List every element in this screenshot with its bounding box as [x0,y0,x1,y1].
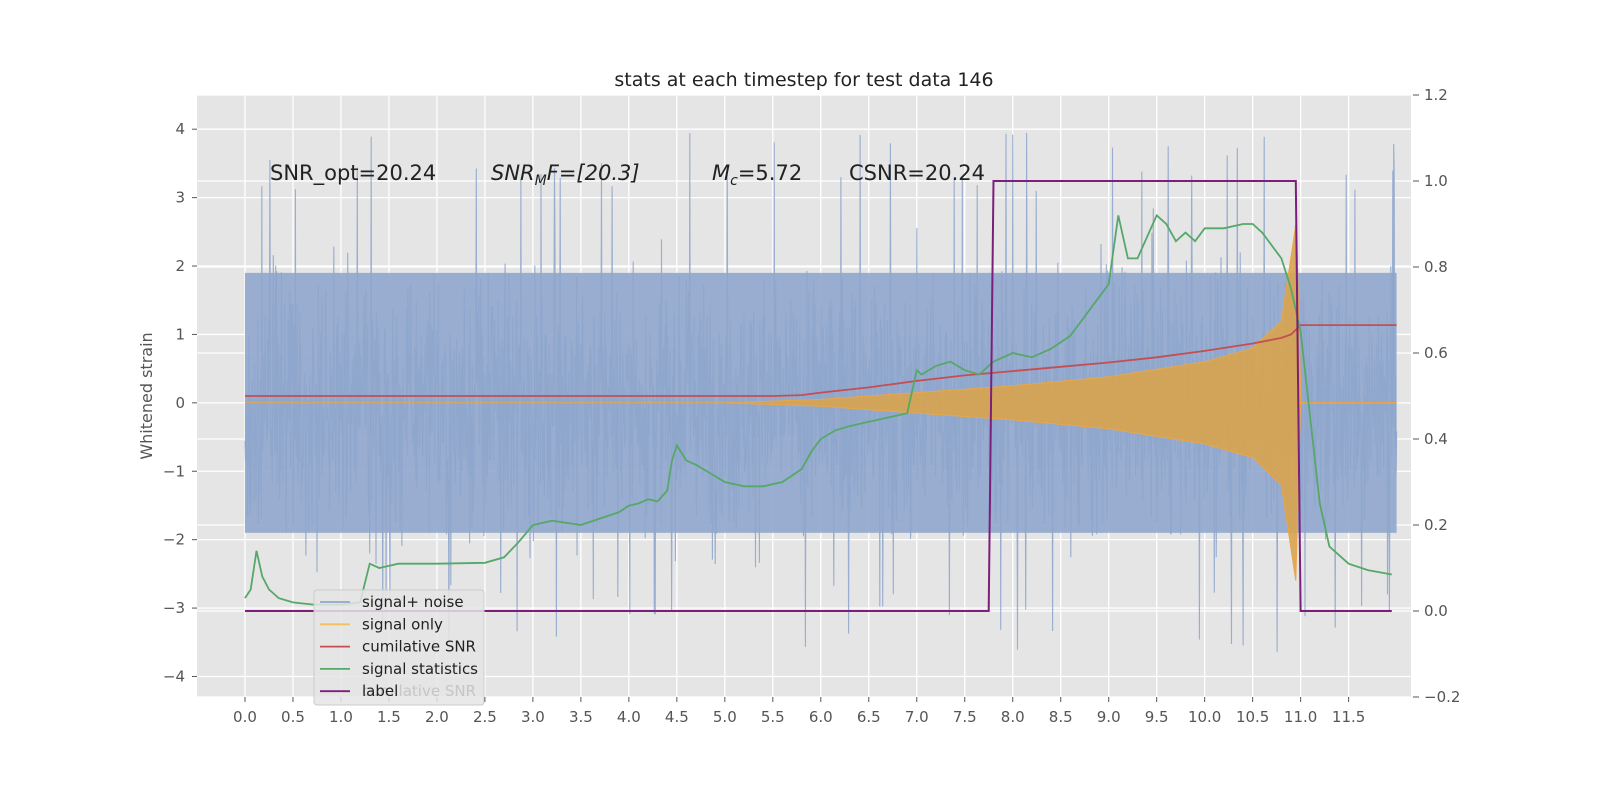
legend-label: cumilative SNR [362,638,476,656]
line-label [245,180,1392,612]
area-signal-only [245,224,1397,581]
annotation-mc: Mc=5.72 [712,161,802,189]
x-tick-label: 10.0 [1188,708,1221,726]
annotation-snr-mf-rest: F=[20.3] [547,161,640,185]
y-right-tick-label: 1.0 [1424,172,1448,190]
annotation-snr-mf: SNRMF=[20.3] [491,161,640,189]
legend-item-cumulative-snr: cumilative SNR [320,638,476,656]
x-tick-label: 6.0 [809,708,833,726]
x-tick-label: 9.0 [1097,708,1121,726]
legend-box [313,589,485,706]
legend-item-label: label [320,682,398,700]
y-tick-label: 4 [175,120,185,138]
annotation-mc-value: =5.72 [738,161,802,185]
x-tick-label: 0.0 [233,708,257,726]
annotations: SNR_opt=20.24 SNRMF=[20.3] Mc=5.72 CSNR=… [270,161,985,189]
y-tick-label: 3 [175,189,185,207]
annotation-mc-main: M [712,161,730,185]
annotation-snr-mf-main: SNR [491,161,535,185]
legend-entries: signal+ noise signal only cumilative SNR si… [320,593,478,700]
annotation-snr-opt: SNR_opt=20.24 [270,161,436,186]
x-tick-label: 8.0 [1001,708,1025,726]
y-tick-label: −3 [163,599,185,617]
y-tick-label: −4 [163,667,185,685]
legend-item-signal-noise: signal+ noise [320,593,464,611]
y-axis-label: Whitened strain [137,332,156,459]
x-tick-label: 9.5 [1145,708,1169,726]
y-tick-label: 0 [175,394,185,412]
y-tick-label: −1 [163,462,185,480]
x-tick-label: 10.5 [1236,708,1269,726]
legend-item-signal-only: signal only [320,615,443,633]
y-right-tick-label: 0.4 [1424,430,1448,448]
x-tick-label: 3.5 [569,708,593,726]
annotation-csnr: CSNR=20.24 [849,161,985,185]
x-tick-label: 5.0 [713,708,737,726]
x-tick-label: 8.5 [1049,708,1073,726]
y-right-tick-label: 0.6 [1424,344,1448,362]
x-tick-label: 11.0 [1284,708,1317,726]
y-right-tick-label: 0.8 [1424,258,1448,276]
x-tick-label: 3.0 [521,708,545,726]
x-tick-label: 0.5 [281,708,305,726]
line-signal-statistics [244,213,1392,606]
legend: cumilative SNR signal+ noise signal only c… [313,589,485,706]
legend-item-signal-statistics: signal statistics [320,660,478,678]
series-lines [244,180,1397,612]
line-cumulative-snr [245,324,1397,397]
y-tick-label: −2 [163,531,185,549]
x-tick-label: 6.5 [857,708,881,726]
y-tick-label: 2 [175,257,185,275]
y-tick-label: 1 [175,325,185,343]
annotation-snr-mf-sub: M [535,173,547,189]
annotation-mc-sub: c [730,173,738,189]
x-tick-label: 7.5 [953,708,977,726]
x-tick-label: 7.0 [905,708,929,726]
legend-label: signal only [362,615,443,633]
legend-label: signal+ noise [362,593,464,611]
x-tick-label: 2.0 [425,708,449,726]
legend-underlay-text: cumilative SNR [362,682,476,700]
y-right-tick-label: 0.2 [1424,516,1448,534]
legend-label: label [362,682,398,700]
chart-title: stats at each timestep for test data 146 [614,69,993,91]
x-tick-label: 5.5 [761,708,785,726]
legend-label: signal statistics [362,660,478,678]
x-tick-label: 4.0 [617,708,641,726]
x-tick-label: 4.5 [665,708,689,726]
y-right-tick-label: −0.2 [1424,688,1460,706]
x-tick-label: 1.5 [377,708,401,726]
axes: 0.0 0.5 1.0 1.5 2.0 2.5 3.0 3.5 4.0 4.5 5.0 5.5 6.0 6… [163,86,1461,726]
x-tick-label: 2.5 [473,708,497,726]
y-right-tick-label: 0.0 [1424,602,1448,620]
y-right-tick-label: 1.2 [1424,86,1448,104]
x-tick-label: 11.5 [1332,708,1365,726]
x-tick-label: 1.0 [329,708,353,726]
